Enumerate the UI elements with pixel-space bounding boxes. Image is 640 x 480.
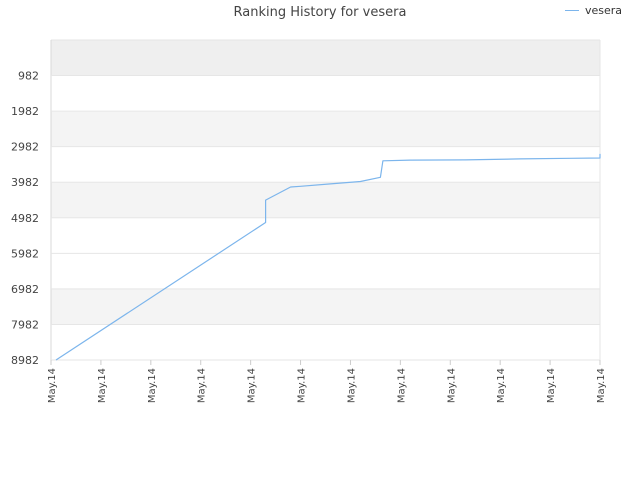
x-tick-label: May.14 (247, 368, 258, 403)
plot-band (51, 40, 600, 76)
series-line-vesera (55, 153, 601, 361)
plot-band (51, 324, 600, 360)
plot-band (51, 146, 600, 183)
legend-line-swatch (564, 10, 579, 11)
x-tick-label: May.14 (396, 368, 407, 403)
y-tick-label: 2982 (11, 141, 39, 154)
y-tick-label: 7982 (11, 318, 39, 331)
plot-band (51, 182, 600, 218)
x-tick-label: May.14 (346, 368, 357, 403)
x-tick-label: May.14 (297, 368, 308, 403)
legend-label: vesera (584, 4, 622, 17)
legend[interactable]: vesera (564, 4, 622, 17)
plot-bands (51, 40, 600, 360)
x-axis-ticks: May.14 May.14 May.14 May.14 May.14 May.14 May.… (47, 360, 607, 403)
x-tick-label: May.14 (546, 368, 557, 403)
gridlines (50, 39, 601, 361)
y-tick-label: 1982 (11, 105, 39, 118)
x-tick-label: May.14 (596, 368, 607, 403)
x-tick-label: May.14 (496, 368, 507, 403)
y-tick-label: 8982 (11, 354, 39, 367)
y-tick-label: 5982 (11, 247, 39, 260)
series-layer (55, 153, 601, 361)
plot-band (51, 75, 600, 112)
x-tick-label: May.14 (97, 368, 108, 403)
y-tick-label: 6982 (11, 283, 39, 296)
y-tick-label: 4982 (11, 212, 39, 225)
y-tick-label: 982 (18, 70, 39, 83)
x-tick-label: May.14 (147, 368, 158, 403)
x-tick-label: May.14 (47, 368, 58, 403)
y-axis-ticks: 982 1982 2982 3982 4982 5982 6982 7982 8982 (11, 70, 39, 367)
x-tick-label: May.14 (197, 368, 208, 403)
y-tick-label: 3982 (11, 176, 39, 189)
x-tick-label: May.14 (446, 368, 457, 403)
plot-band (51, 288, 600, 325)
chart-title: Ranking History for vesera (233, 5, 407, 20)
plot-band (51, 253, 600, 289)
plot-band (51, 111, 600, 147)
plot-band (51, 217, 600, 254)
